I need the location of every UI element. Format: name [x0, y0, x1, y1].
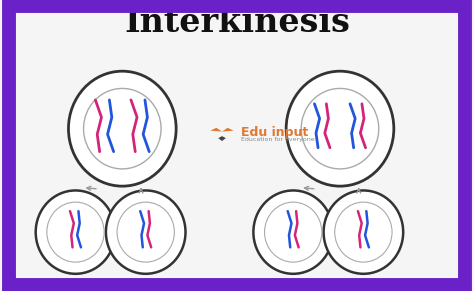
Text: Interkinesis: Interkinesis — [124, 6, 350, 39]
Ellipse shape — [324, 190, 403, 274]
Ellipse shape — [254, 190, 333, 274]
Polygon shape — [218, 136, 226, 141]
Ellipse shape — [106, 190, 185, 274]
Text: Edu input: Edu input — [241, 127, 308, 139]
Text: Education for everyone: Education for everyone — [241, 137, 314, 142]
Ellipse shape — [286, 71, 394, 186]
Polygon shape — [210, 128, 222, 132]
Polygon shape — [222, 128, 234, 132]
Ellipse shape — [68, 71, 176, 186]
Ellipse shape — [36, 190, 115, 274]
